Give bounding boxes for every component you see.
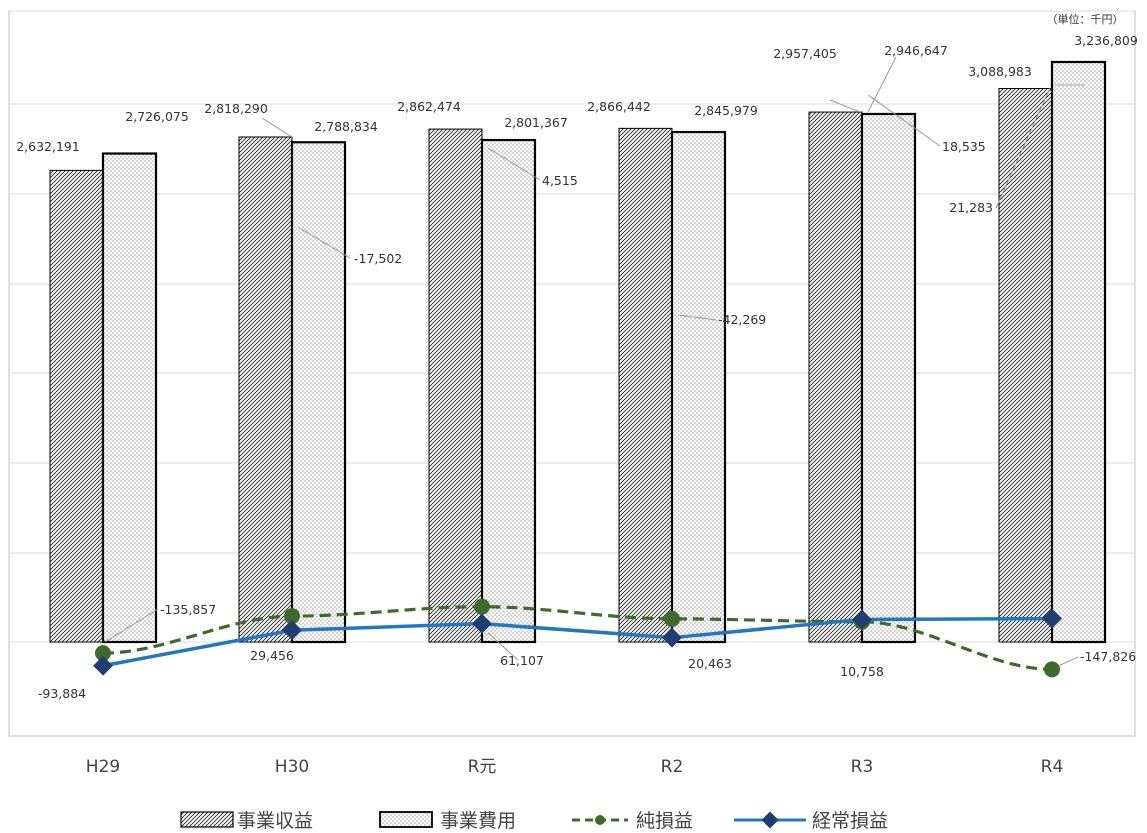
legend-label-revenue: 事業収益 xyxy=(237,810,313,832)
gridlines xyxy=(9,10,1135,643)
leader-line xyxy=(829,99,861,113)
marker-ordinary xyxy=(472,613,492,634)
bar-expense xyxy=(101,152,158,644)
bar-revenue xyxy=(808,111,863,643)
data-label-revenue: 2,862,474 xyxy=(397,99,461,114)
x-tick-label: R元 xyxy=(468,757,497,777)
line-net xyxy=(102,605,1053,671)
bar-expense xyxy=(860,112,917,644)
marker-ordinary xyxy=(93,655,113,676)
data-label-expense: 2,946,647 xyxy=(884,43,948,58)
legend-marker-net xyxy=(595,815,605,825)
data-labels: 2,632,191 2,818,290 2,862,474 2,866,442 2,95… xyxy=(16,33,1138,701)
marker-ordinary xyxy=(852,609,872,630)
leader-line xyxy=(261,117,293,138)
data-label-net: -147,826 xyxy=(1080,649,1136,664)
marker-ordinary xyxy=(282,620,302,641)
data-label-revenue: 3,088,983 xyxy=(968,64,1032,79)
marker-net xyxy=(284,608,300,625)
data-label-ordinary: 4,515 xyxy=(542,173,578,188)
x-tick-label: H29 xyxy=(86,757,120,777)
data-label-net: 29,456 xyxy=(250,648,294,663)
x-tick-label: R4 xyxy=(1041,757,1064,777)
bar-expense xyxy=(480,138,537,644)
data-label-revenue: 2,957,405 xyxy=(773,46,837,61)
data-label-ordinary: -135,857 xyxy=(160,602,216,617)
data-label-net: 61,107 xyxy=(500,653,544,668)
marker-net xyxy=(474,598,490,615)
leader-line xyxy=(487,147,541,181)
bar-expense xyxy=(290,141,347,644)
marker-net xyxy=(95,645,111,662)
bar-expense xyxy=(1050,60,1107,644)
legend-swatch-expense xyxy=(379,811,433,828)
leader-line xyxy=(487,632,519,661)
bar-revenue xyxy=(428,128,483,643)
leader-lines xyxy=(104,56,1085,667)
bar-revenue xyxy=(49,169,104,643)
legend-marker-ordinary xyxy=(761,811,779,829)
marker-net xyxy=(664,610,680,627)
unit-label: （単位：千円） xyxy=(1047,12,1124,26)
data-label-revenue: 2,632,191 xyxy=(16,139,80,154)
x-tick-label: R2 xyxy=(661,757,684,777)
bars xyxy=(49,60,1107,644)
marker-ordinary xyxy=(662,627,682,648)
line-ordinary xyxy=(102,616,1053,668)
leader-line xyxy=(1057,656,1079,667)
data-label-expense: 2,845,979 xyxy=(694,103,758,118)
leader-line xyxy=(297,226,351,259)
bar-expense xyxy=(670,130,727,644)
data-label-net: -93,884 xyxy=(38,686,86,701)
legend-label-net: 純損益 xyxy=(636,810,693,832)
legend-label-ordinary: 経常損益 xyxy=(812,810,888,832)
data-label-revenue: 2,866,442 xyxy=(587,99,651,114)
bar-revenue xyxy=(618,127,673,643)
x-tick-label: R3 xyxy=(851,757,874,777)
data-label-revenue: 2,818,290 xyxy=(204,101,268,116)
data-label-expense: 2,801,367 xyxy=(504,115,568,130)
legend-label-expense: 事業費用 xyxy=(440,810,516,832)
leader-line xyxy=(867,94,941,147)
data-label-ordinary: -17,502 xyxy=(354,251,402,266)
lines xyxy=(93,598,1062,678)
legend-swatch-revenue xyxy=(180,811,234,828)
data-label-net: 10,758 xyxy=(840,664,884,679)
data-label-ordinary: 21,283 xyxy=(949,200,993,215)
leader-line xyxy=(867,56,897,113)
legend: 事業収益 事業費用 純損益 経常損益 xyxy=(180,810,888,832)
marker-ordinary xyxy=(1042,608,1062,629)
leader-line xyxy=(677,314,717,321)
data-label-net: 20,463 xyxy=(688,656,732,671)
data-label-expense: 2,788,834 xyxy=(314,119,378,134)
marker-net xyxy=(1044,661,1060,678)
leader-line xyxy=(104,608,159,643)
x-tick-label: H30 xyxy=(275,757,309,777)
bar-revenue xyxy=(998,87,1053,643)
data-label-expense: 2,726,075 xyxy=(125,109,189,124)
x-axis-ticks: H29 H30 R元 R2 R3 R4 xyxy=(86,757,1064,777)
bar-revenue xyxy=(238,136,293,643)
data-label-ordinary: 18,535 xyxy=(942,139,986,154)
leader-line xyxy=(995,87,1051,209)
data-label-ordinary: -42,269 xyxy=(718,312,766,327)
data-label-expense: 3,236,809 xyxy=(1074,33,1138,48)
